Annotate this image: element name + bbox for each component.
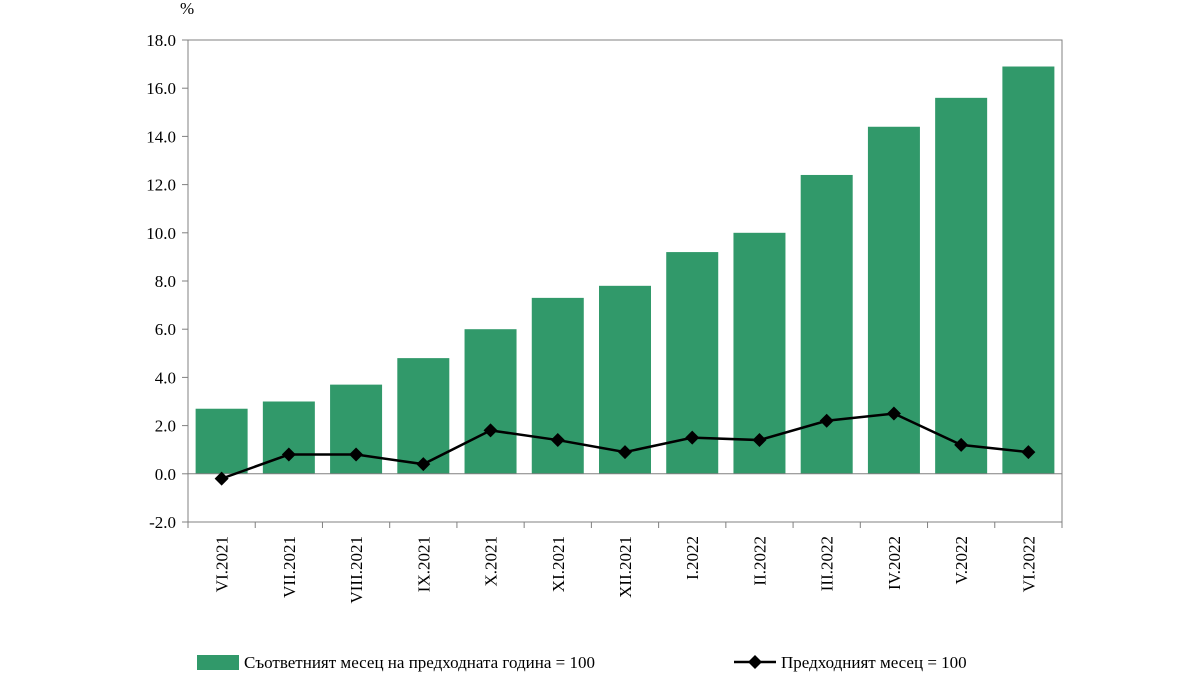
- x-tick-label: IV.2022: [885, 536, 904, 590]
- legend-bar-swatch: [197, 655, 239, 670]
- bar: [935, 97, 988, 474]
- x-tick-label: IX.2021: [414, 536, 433, 592]
- x-tick-label: XII.2021: [616, 536, 635, 598]
- line-point: [618, 445, 632, 460]
- y-tick-label: 18.0: [146, 31, 176, 50]
- x-tick-label: XI.2021: [549, 536, 568, 592]
- line-point: [349, 447, 364, 462]
- y-tick-label: 14.0: [146, 127, 176, 146]
- y-tick-label: 8.0: [155, 272, 176, 291]
- bar: [1002, 66, 1055, 474]
- line-point: [954, 437, 969, 452]
- y-unit-label: %: [180, 0, 194, 18]
- legend: Съответният месец на предходната година …: [197, 653, 967, 672]
- x-axis-labels: VI.2021 VII.2021 VIII.2021 IX.2021 X.2021 XI.…: [187, 522, 1063, 604]
- bar: [397, 358, 450, 474]
- line-point: [819, 413, 834, 428]
- x-tick-label: I.2022: [683, 536, 702, 580]
- y-tick-label: -2.0: [149, 513, 176, 532]
- y-tick-label: 12.0: [146, 176, 176, 195]
- line-point: [752, 433, 767, 448]
- y-tick-label: 6.0: [155, 320, 176, 339]
- bar-series: [188, 66, 1062, 475]
- y-tick-label: 4.0: [155, 368, 176, 387]
- x-tick-label: VI.2022: [1019, 536, 1038, 592]
- bar: [262, 401, 315, 474]
- legend-bar-label: Съответният месец на предходната година …: [244, 653, 595, 672]
- bar: [599, 285, 651, 474]
- bar: [195, 408, 248, 474]
- line-point: [416, 457, 431, 472]
- line-series: [214, 406, 1036, 486]
- y-tick-label: 10.0: [146, 224, 176, 243]
- line-point: [886, 406, 901, 421]
- y-tick-label: 2.0: [155, 417, 176, 436]
- bar: [464, 329, 517, 474]
- line-point: [550, 433, 565, 448]
- y-tick-label: 16.0: [146, 79, 176, 98]
- bar: [800, 174, 853, 474]
- line-point: [483, 423, 498, 438]
- line-point: [214, 471, 229, 486]
- x-tick-label: VIII.2021: [347, 536, 366, 604]
- x-tick-label: V.2022: [952, 536, 971, 584]
- legend-line-label: Предходният месец = 100: [781, 653, 967, 672]
- line-point: [1021, 445, 1036, 460]
- y-axis-ticks: -2.0 0.0 2.0 4.0 6.0 8.0 10.0 12.0 14.0 16.0 18.0: [146, 31, 188, 532]
- y-tick-label: 0.0: [155, 465, 176, 484]
- x-tick-label: III.2022: [818, 536, 837, 591]
- x-tick-label: VII.2021: [280, 536, 299, 598]
- x-tick-label: X.2021: [482, 536, 501, 587]
- x-tick-label: VI.2021: [213, 536, 232, 592]
- bar: [531, 297, 584, 474]
- legend-line-marker: [748, 655, 762, 669]
- x-tick-label: II.2022: [750, 536, 769, 586]
- line-point: [281, 447, 296, 462]
- line-point: [685, 430, 700, 445]
